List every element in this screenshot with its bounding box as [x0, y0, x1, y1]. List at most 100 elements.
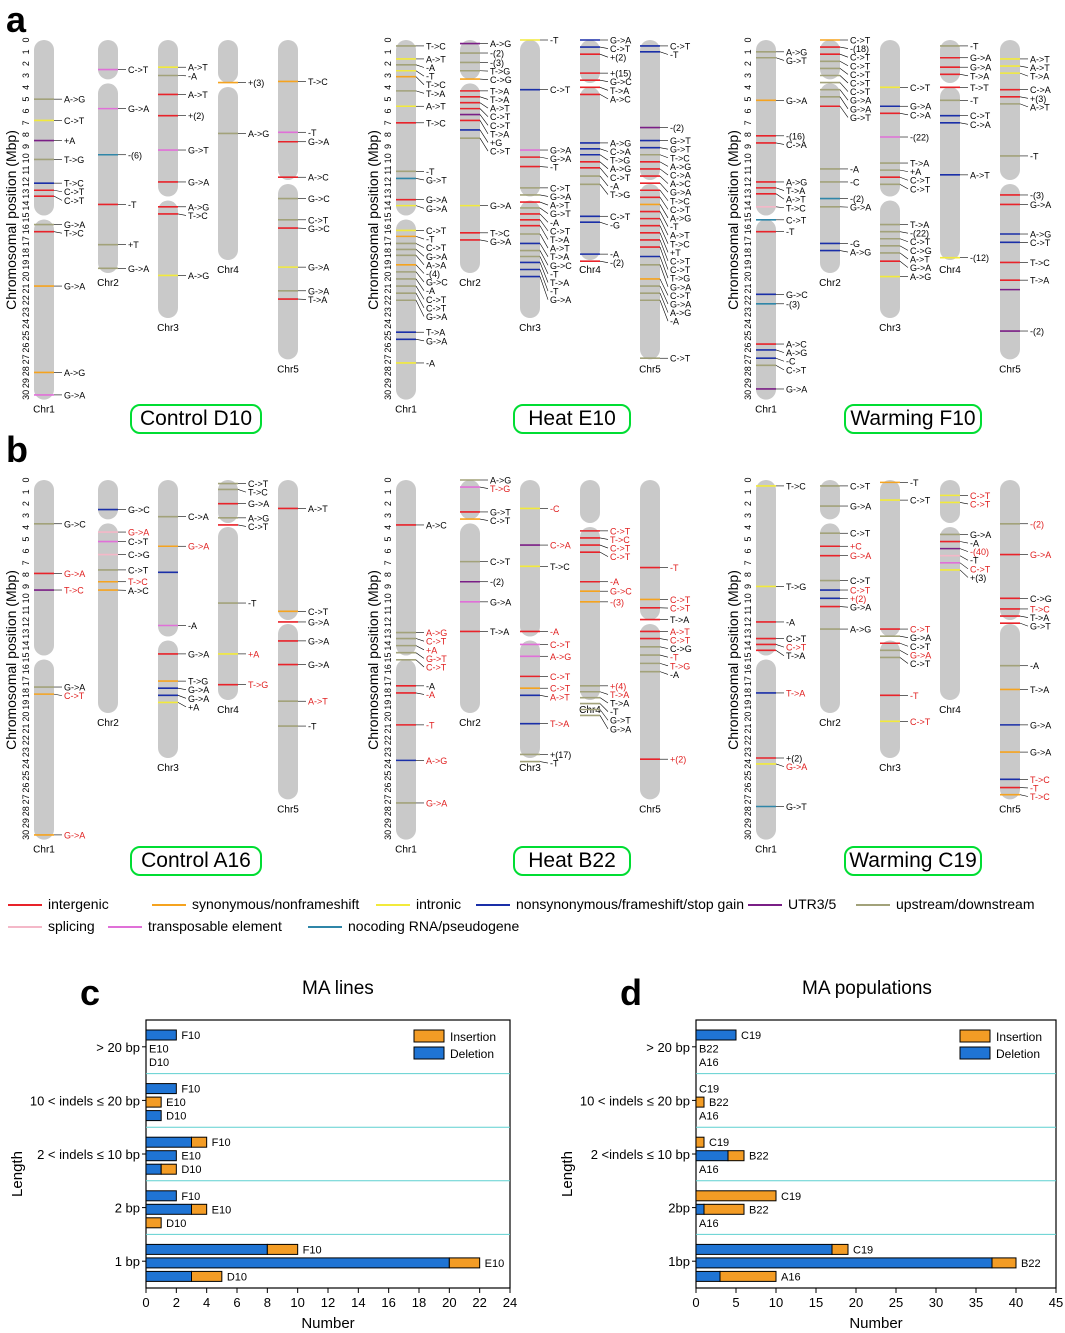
y-tick-label: 18 — [743, 688, 753, 698]
legend-label: intronic — [416, 896, 462, 912]
mutation-label: T->A — [786, 688, 805, 698]
mutation-label: A->G — [786, 177, 807, 187]
bar-label: B22 — [709, 1097, 729, 1109]
chromosome-label: Chr1 — [395, 845, 417, 856]
mutation-label: G->A — [970, 53, 991, 63]
y-tick-label: 8 — [383, 572, 393, 577]
y-tick-label: 4 — [743, 525, 753, 530]
mutation-label: +G — [490, 138, 502, 148]
mutation-label: G->A — [1030, 550, 1051, 560]
y-tick-label: 14 — [21, 201, 31, 211]
y-tick-label: 17 — [383, 236, 393, 246]
mutation-label: -T — [550, 759, 559, 769]
mutation-label: T->A — [670, 615, 689, 625]
mutation-label: T->T — [970, 83, 989, 93]
mutation-label: -C — [550, 504, 560, 514]
mutation-label: C->G — [128, 550, 150, 560]
y-tick-label: 0 — [383, 37, 393, 42]
mutation-label: G->A — [308, 617, 329, 627]
mutation-label: +C — [850, 542, 862, 552]
panel-title-warming-c19: Warming C19 — [844, 846, 982, 876]
x-tick-label: 8 — [264, 1295, 271, 1310]
mutation-label: T->A — [610, 690, 629, 700]
chromosome-arm — [396, 480, 416, 656]
mutation-leader — [899, 260, 909, 268]
y-tick-label: 1 — [21, 49, 31, 54]
chromosome-chr1: Chr1A->GG->TG->A-(16)C->AA->GT->AA->TT->… — [755, 40, 808, 416]
mutation-label: -(40) — [970, 547, 989, 557]
deletion-bar — [145, 1270, 192, 1282]
chromosome-arm — [940, 40, 960, 83]
mutation-label: A->C — [670, 179, 691, 189]
mutation-leader — [899, 650, 909, 656]
mutation-label: -(2) — [610, 258, 624, 268]
chromosome-chr4: Chr4 +(3) A->G — [217, 40, 269, 276]
mutation-label: G->A — [670, 282, 691, 292]
mutation-label: A->T — [1030, 54, 1050, 64]
chromosome-label: Chr2 — [459, 718, 481, 729]
chromosome-arm — [520, 40, 540, 197]
mutation-label: -T — [910, 478, 919, 488]
mutation-leader — [479, 120, 489, 135]
mutation-label: C->T — [426, 303, 447, 313]
legend-swatch — [108, 926, 142, 929]
y-tick-label: 24 — [21, 319, 31, 329]
bar-label: B22 — [749, 1151, 769, 1163]
mutation-label: G->A — [128, 528, 149, 538]
mutation-label: +T — [670, 248, 681, 258]
chromosome-chr1: Chr1T->CA->T-A-TT->CT->AA->TT->C-TG->TG-… — [395, 40, 448, 416]
y-tick-label: 7 — [743, 120, 753, 125]
y-tick-label: 25 — [383, 331, 393, 341]
mutation-label: T->C — [1030, 258, 1050, 268]
y-tick-label: 0 — [21, 37, 31, 42]
chromosome-label: Chr4 — [579, 705, 601, 716]
mutation-leader — [775, 193, 785, 200]
mutation-leader — [539, 213, 549, 223]
mutation-label: A->C — [426, 520, 447, 530]
mutation-label: -(2) — [1030, 519, 1044, 529]
bar-label: C19 — [699, 1084, 719, 1096]
mutation-leader — [839, 106, 849, 118]
x-tick-label: 18 — [412, 1295, 426, 1310]
chromosome-label: Chr3 — [157, 323, 179, 334]
mutation-label: C->T — [426, 663, 447, 673]
mutation-label: C->T — [490, 557, 511, 567]
group-label: 10 < indels ≤ 20 bp — [30, 1093, 140, 1108]
insertion-bar — [266, 1243, 299, 1255]
chromosome-arm — [396, 219, 416, 400]
mutation-leader — [415, 236, 425, 240]
deletion-bar — [145, 1029, 177, 1041]
chromosome-label: Chr3 — [157, 763, 179, 774]
mutation-leader — [599, 53, 609, 58]
y-tick-label: 29 — [383, 378, 393, 388]
chromosome-panel: Chromosomal position (Mbp)01234567891011… — [365, 476, 692, 856]
mutation-label: C->T — [670, 205, 691, 215]
mutation-leader — [479, 78, 489, 80]
chromosome-label: Chr4 — [217, 705, 239, 716]
chromosome-label: Chr2 — [819, 718, 841, 729]
y-tick-label: 5 — [21, 97, 31, 102]
chromosome-arm — [880, 480, 900, 637]
bar-label: D10 — [149, 1057, 169, 1069]
legend-deletion-swatch — [959, 1046, 991, 1060]
mutation-leader — [599, 537, 609, 540]
mutation-label: -C — [786, 357, 796, 367]
y-tick-label: 30 — [383, 830, 393, 840]
legend-deletion-label: Deletion — [996, 1047, 1040, 1061]
mutation-label: T->G — [490, 484, 510, 494]
mutation-label: +(4) — [610, 681, 626, 691]
mutation-leader — [775, 763, 785, 767]
y-tick-label: 8 — [21, 572, 31, 577]
mutation-label: G->A — [1030, 748, 1051, 758]
y-tick-label: 24 — [743, 319, 753, 329]
mutation-leader — [775, 142, 785, 145]
mutation-leader — [479, 108, 489, 117]
mutation-leader — [599, 148, 609, 152]
mutation-leader — [775, 187, 785, 191]
mutation-leader — [839, 250, 849, 253]
mutation-label: -(2) — [670, 123, 684, 133]
mutation-leader — [479, 239, 489, 242]
mutation-leader — [959, 541, 969, 544]
mutation-label: A->G — [248, 129, 269, 139]
